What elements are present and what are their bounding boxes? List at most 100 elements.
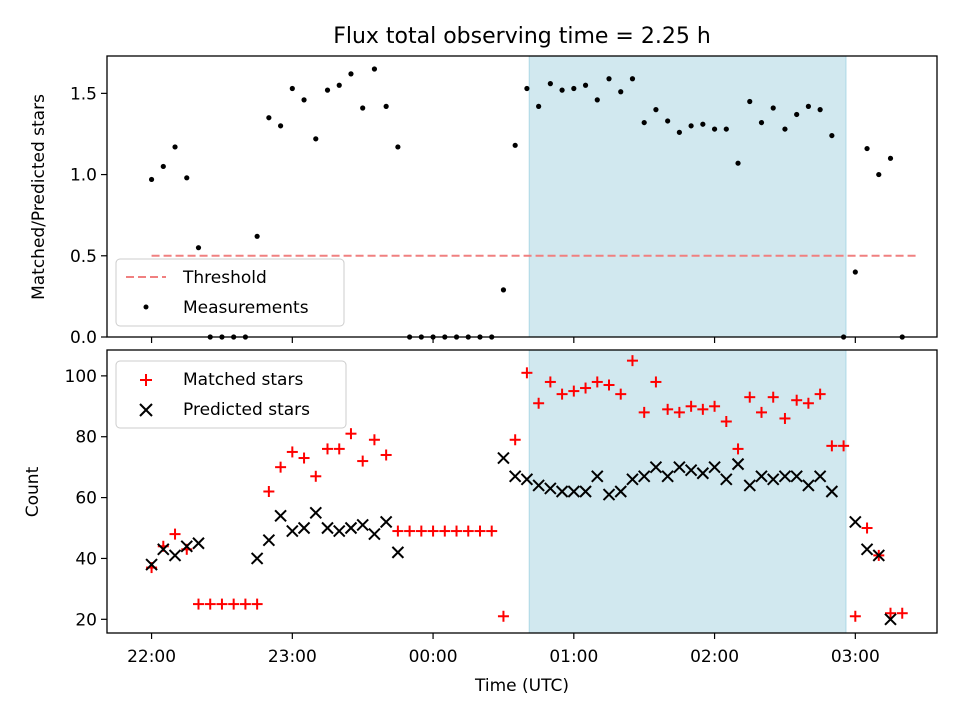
chart-title: Flux total observing time = 2.25 h bbox=[333, 24, 711, 49]
matched-stars-point bbox=[673, 406, 685, 418]
predicted-stars-point bbox=[860, 543, 874, 556]
threshold-legend-label: Threshold bbox=[182, 268, 267, 288]
measurement-point bbox=[770, 105, 776, 111]
predicted-stars-point bbox=[157, 543, 170, 556]
matched-stars-point bbox=[861, 522, 873, 534]
measurements-series bbox=[148, 66, 905, 340]
predicted-stars-point bbox=[884, 613, 897, 626]
predicted-stars-point bbox=[356, 518, 369, 532]
matched-stars-point bbox=[415, 525, 427, 537]
x-tick-label: 03:00 bbox=[831, 647, 880, 667]
matched-stars-point bbox=[263, 486, 275, 497]
measurement-point bbox=[184, 175, 190, 181]
measurement-point bbox=[582, 82, 589, 88]
matched-stars-point bbox=[451, 525, 463, 537]
predicted-stars-point bbox=[532, 479, 545, 492]
measurement-point bbox=[629, 76, 636, 82]
top-y-axis-ticks: 0.0 0.5 1.0 1.5 bbox=[70, 84, 107, 348]
predicted-stars-point bbox=[743, 479, 756, 492]
predicted-stars-point bbox=[731, 457, 745, 471]
predicted-stars-point bbox=[649, 460, 663, 474]
matched-stars-point bbox=[662, 403, 674, 415]
matched-stars-point bbox=[216, 598, 228, 610]
matched-stars-point bbox=[239, 598, 251, 610]
measurement-point bbox=[360, 105, 366, 111]
measurement-point bbox=[794, 111, 800, 118]
measurement-point bbox=[887, 155, 894, 161]
predicted-stars-point bbox=[544, 482, 557, 495]
matched-stars-point bbox=[169, 528, 181, 540]
matched-stars-point bbox=[521, 367, 533, 379]
predicted-stars-point bbox=[555, 485, 569, 498]
predicted-stars-point bbox=[708, 460, 721, 474]
predicted-stars-point bbox=[802, 479, 815, 492]
x-axis-label: Time (UTC) bbox=[474, 676, 569, 696]
measurement-point bbox=[500, 287, 507, 293]
matched-stars-point bbox=[204, 598, 216, 610]
top-y-tick-label: 0.0 bbox=[70, 328, 97, 348]
predicted-stars-point bbox=[813, 470, 827, 483]
matched-stars-point bbox=[755, 406, 767, 418]
matched-stars-point bbox=[650, 376, 662, 388]
matched-stars-point bbox=[439, 525, 451, 537]
matched-stars-point bbox=[533, 397, 545, 409]
matched-stars-point bbox=[427, 525, 439, 537]
measurement-point bbox=[864, 145, 870, 152]
measurement-point bbox=[336, 82, 342, 88]
measurement-point bbox=[688, 123, 694, 129]
measurement-point bbox=[148, 176, 155, 183]
matched-stars-point bbox=[697, 403, 709, 415]
measurement-point bbox=[817, 107, 823, 113]
predicted-stars-point bbox=[849, 515, 862, 529]
predicted-stars-point bbox=[661, 470, 674, 483]
bottom-y-tick-label: 20 bbox=[75, 610, 97, 630]
predicted-stars-legend-label: Predicted stars bbox=[183, 400, 310, 420]
matched-stars-point bbox=[486, 525, 498, 537]
predicted-stars-point bbox=[391, 546, 405, 559]
top-y-tick-label: 0.5 bbox=[70, 247, 97, 267]
x-tick-label: 01:00 bbox=[549, 647, 598, 667]
predicted-stars-point bbox=[591, 470, 604, 483]
top-legend: Threshold Measurements bbox=[115, 258, 345, 327]
highlight-region-top bbox=[528, 56, 847, 337]
predicted-stars-point bbox=[825, 485, 839, 498]
top-x-axis-ticks bbox=[150, 337, 856, 343]
bottom-y-axis-ticks: 20 40 60 80 100 bbox=[65, 367, 107, 630]
measurement-point bbox=[348, 71, 354, 77]
matched-stars-point bbox=[228, 598, 240, 610]
predicted-stars-point bbox=[872, 549, 885, 562]
predicted-stars-point bbox=[344, 521, 358, 535]
matched-stars-point bbox=[896, 607, 908, 619]
measurement-point bbox=[324, 87, 331, 93]
bottom-y-tick-label: 100 bbox=[65, 367, 97, 387]
matched-stars-point bbox=[826, 440, 838, 452]
matched-stars-point bbox=[404, 525, 416, 537]
predicted-stars-point bbox=[180, 540, 193, 553]
predicted-stars-point bbox=[309, 506, 322, 520]
measurement-point bbox=[805, 103, 812, 109]
predicted-stars-legend-swatch bbox=[139, 403, 153, 417]
matched-stars-point bbox=[638, 406, 650, 418]
measurement-point bbox=[665, 118, 671, 124]
predicted-stars-point bbox=[673, 460, 686, 474]
matched-stars-legend-swatch bbox=[140, 374, 152, 386]
matched-stars-point bbox=[357, 455, 369, 467]
measurement-point bbox=[676, 129, 682, 135]
measurement-point bbox=[536, 103, 542, 109]
matched-stars-point bbox=[298, 452, 310, 464]
measurement-point bbox=[571, 85, 577, 92]
predicted-stars-point bbox=[333, 524, 346, 538]
measurement-point bbox=[594, 97, 600, 103]
predicted-stars-point bbox=[614, 485, 627, 498]
measurement-point bbox=[618, 89, 624, 95]
matched-stars-point bbox=[333, 443, 345, 455]
matched-stars-point bbox=[580, 382, 592, 394]
measurement-point bbox=[829, 132, 835, 139]
measurement-point bbox=[852, 269, 858, 275]
matched-stars-point bbox=[310, 470, 322, 482]
measurement-point bbox=[747, 98, 753, 105]
matched-stars-point bbox=[591, 376, 603, 388]
matched-stars-point bbox=[544, 376, 556, 388]
matched-stars-point bbox=[838, 440, 850, 452]
matched-stars-point bbox=[275, 461, 287, 473]
